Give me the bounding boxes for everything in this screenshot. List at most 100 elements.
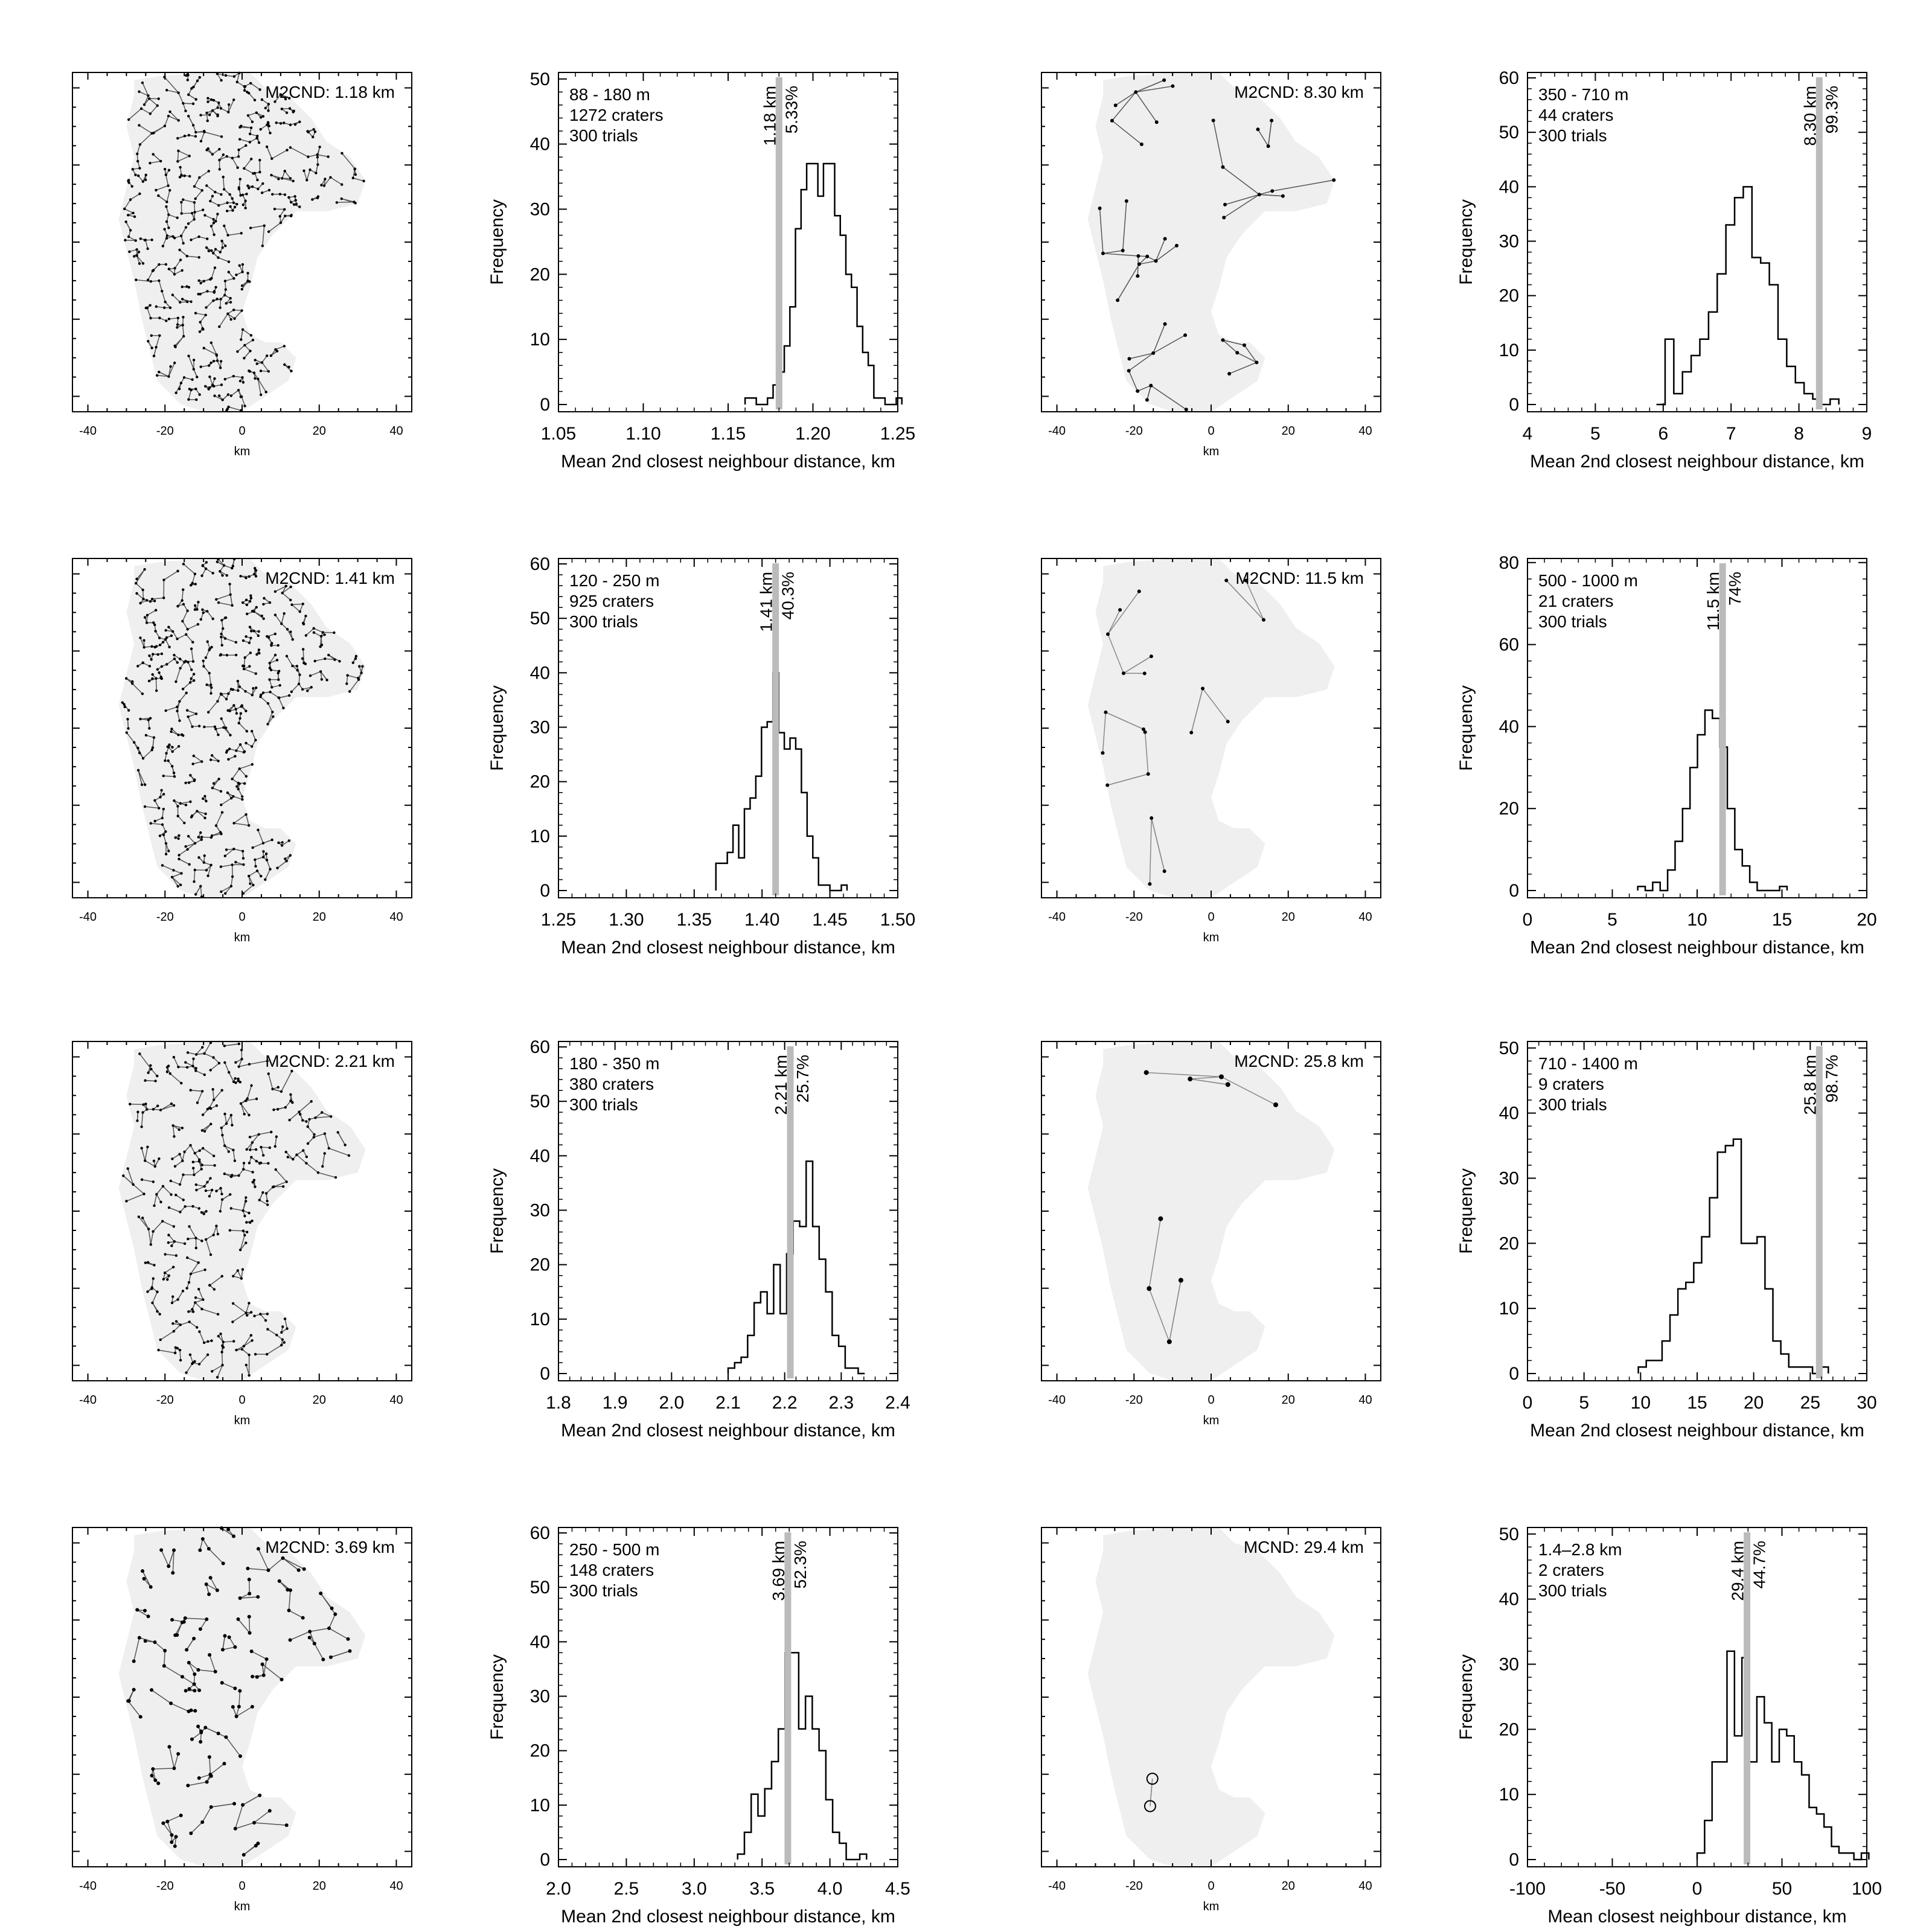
neighbour-link (213, 1057, 220, 1064)
crater-point (243, 89, 246, 92)
crater-point (171, 1265, 175, 1268)
crater-point (287, 1608, 291, 1613)
crater-point (173, 799, 176, 802)
crater-point (176, 136, 179, 140)
crater-point (1270, 189, 1275, 193)
neighbour-link (178, 150, 190, 157)
neighbour-link (1153, 334, 1186, 354)
crater-point (208, 1576, 213, 1580)
neighbour-link (223, 225, 229, 235)
crater-point (191, 124, 195, 127)
neighbour-link (273, 1181, 287, 1188)
neighbour-link (1224, 194, 1259, 205)
y-tick-label: 30 (530, 1201, 550, 1221)
neighbour-link (178, 816, 185, 824)
crater-point (169, 1701, 173, 1706)
crater-point (201, 327, 204, 330)
neighbour-link (135, 569, 146, 584)
y-tick-label: 20 (1499, 1233, 1519, 1253)
crater-point (177, 91, 180, 94)
crater-point (167, 1745, 171, 1749)
neighbour-link (191, 236, 199, 241)
neighbour-link (172, 1154, 181, 1160)
neighbour-link (136, 1112, 139, 1121)
crater-point (197, 1776, 201, 1780)
neighbour-link (138, 1216, 149, 1230)
crater-point (205, 149, 208, 152)
neighbour-link (315, 164, 319, 173)
y-tick-label: 50 (530, 69, 550, 89)
crater-point (167, 1564, 171, 1569)
crater-point (261, 244, 264, 248)
crater-point (249, 334, 253, 337)
x-tick-label: 1.10 (625, 424, 661, 444)
neighbour-link (320, 1593, 336, 1615)
crater-point (294, 199, 297, 202)
crater-point (138, 143, 142, 146)
crater-point (282, 121, 286, 124)
neighbour-link (124, 199, 131, 210)
crater-point (151, 746, 155, 749)
crater-point (252, 629, 255, 633)
crater-point (188, 155, 191, 158)
neighbour-link (228, 272, 234, 279)
crater-point (143, 1639, 147, 1643)
crater-point (208, 648, 211, 651)
neighbour-link (195, 1299, 203, 1303)
crater-point (261, 691, 265, 694)
crater-point (221, 1133, 224, 1137)
crater-point (312, 1136, 315, 1139)
y-tick-label: 50 (530, 609, 550, 629)
crater-point (1139, 142, 1144, 147)
neighbour-link (212, 787, 222, 792)
crater-point (264, 106, 267, 110)
neighbour-link (163, 834, 167, 844)
neighbour-link (184, 1145, 191, 1153)
crater-point (248, 1211, 251, 1215)
crater-point (251, 1180, 254, 1184)
crater-point (218, 325, 221, 328)
crater-point (148, 665, 152, 668)
crater-point (245, 1241, 248, 1244)
crater-point (220, 383, 223, 386)
crater-point (187, 834, 190, 838)
neighbour-link (193, 869, 196, 882)
crater-point (210, 645, 213, 649)
crater-point (199, 139, 203, 143)
crater-point (268, 678, 271, 681)
marker-percent-label: 99.3% (1822, 86, 1841, 133)
neighbour-link (171, 728, 179, 735)
crater-point (188, 1353, 192, 1357)
neighbour-link (211, 831, 221, 836)
y-axis-label: Frequency (1456, 1168, 1476, 1254)
neighbour-link (1169, 1280, 1182, 1342)
neighbour-link (290, 147, 309, 158)
marker-percent-label: 40.3% (779, 572, 798, 619)
crater-point (279, 221, 283, 225)
crater-point (232, 848, 235, 851)
crater-point (304, 615, 307, 618)
crater-point (153, 645, 156, 649)
crater-point (212, 1154, 216, 1157)
crater-point (240, 309, 243, 312)
neighbour-link (248, 870, 258, 877)
marker-value-label: 3.69 km (769, 1541, 788, 1601)
x-tick-label: 6 (1658, 424, 1668, 444)
crater-point (267, 124, 270, 127)
x-tick-label: 0 (1523, 1393, 1533, 1413)
crater-point (172, 1329, 176, 1333)
neighbour-link (291, 604, 301, 612)
crater-point (194, 135, 197, 138)
crater-point (265, 1352, 269, 1356)
crater-point (286, 1588, 290, 1592)
crater-point (204, 1582, 208, 1586)
crater-point (245, 577, 248, 580)
crater-point (187, 1687, 191, 1691)
neighbour-link (280, 209, 285, 217)
neighbour-link (175, 668, 181, 682)
neighbour-link (196, 1186, 205, 1191)
crater-point (193, 1173, 196, 1177)
histogram-frame (558, 1527, 898, 1867)
neighbour-link (173, 1057, 179, 1067)
neighbour-link (193, 755, 202, 763)
